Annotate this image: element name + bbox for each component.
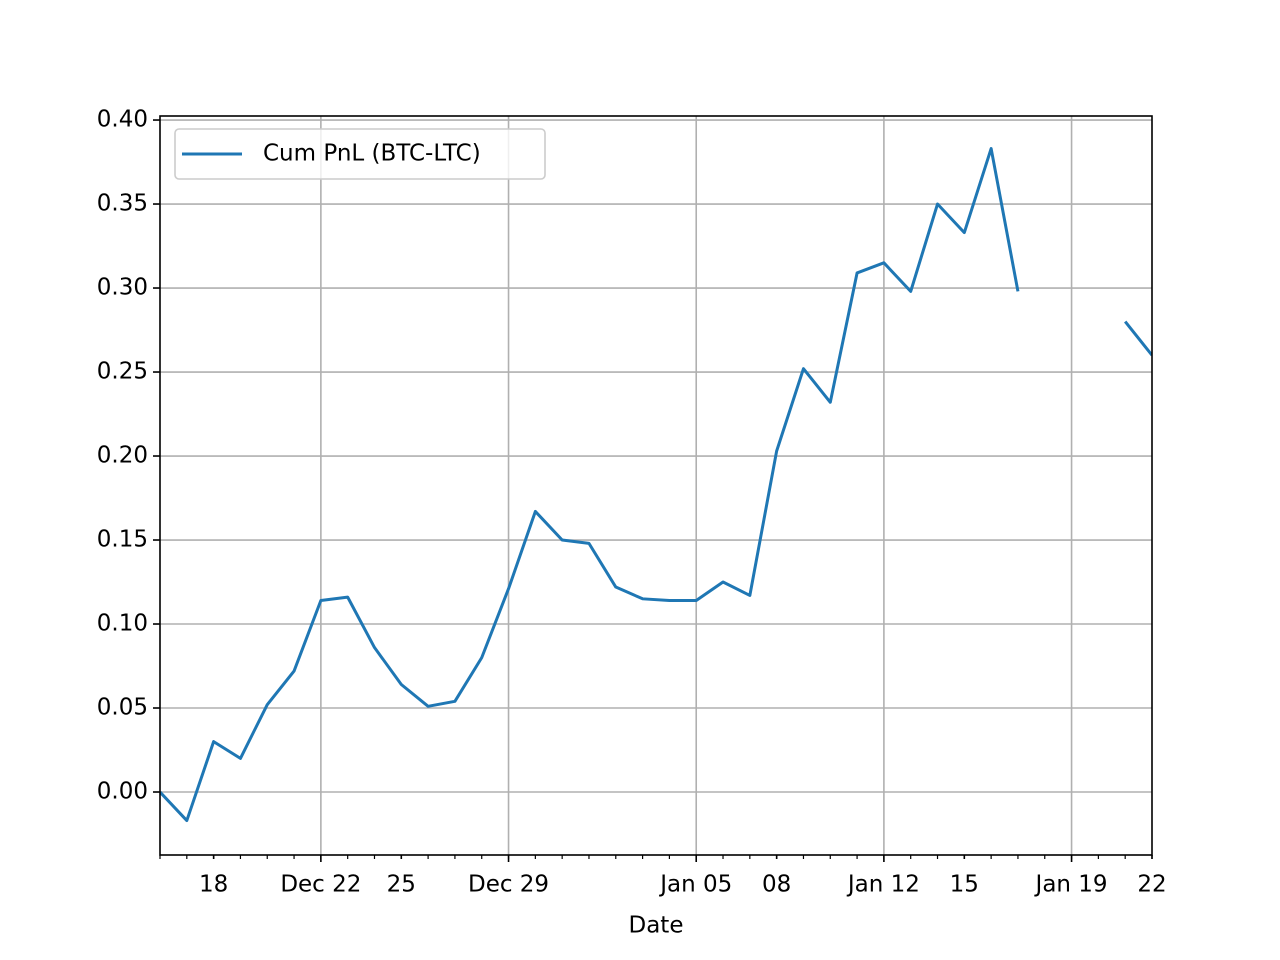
y-tick-label: 0.25 xyxy=(97,359,148,385)
x-tick-label: 22 xyxy=(1137,872,1166,898)
x-tick-label: Dec 29 xyxy=(468,872,549,898)
y-tick-label: 0.10 xyxy=(97,611,148,637)
y-tick-label: 0.15 xyxy=(97,527,148,553)
y-tick-label: 0.35 xyxy=(97,191,148,217)
x-tick-label: Dec 22 xyxy=(280,872,361,898)
y-tick-label: 0.40 xyxy=(97,107,148,133)
y-tick-label: 0.00 xyxy=(97,779,148,805)
x-tick-label: 18 xyxy=(199,872,228,898)
data-line xyxy=(160,147,1152,823)
x-tick-label: 15 xyxy=(950,872,979,898)
x-tick-label: 08 xyxy=(762,872,791,898)
legend-box xyxy=(174,128,546,180)
legend-label: Cum PnL (BTC-LTC) xyxy=(263,141,481,167)
x-tick-label: Jan 05 xyxy=(658,872,732,898)
x-tick-label: Jan 19 xyxy=(1034,872,1108,898)
y-tick-label: 0.30 xyxy=(97,275,148,301)
y-tick-label: 0.20 xyxy=(97,443,148,469)
x-tick-label: Jan 12 xyxy=(846,872,920,898)
plot-frame xyxy=(159,115,1153,856)
y-tick-label: 0.05 xyxy=(97,695,148,721)
x-tick-label: 25 xyxy=(387,872,416,898)
x-axis-label: Date xyxy=(629,913,684,939)
